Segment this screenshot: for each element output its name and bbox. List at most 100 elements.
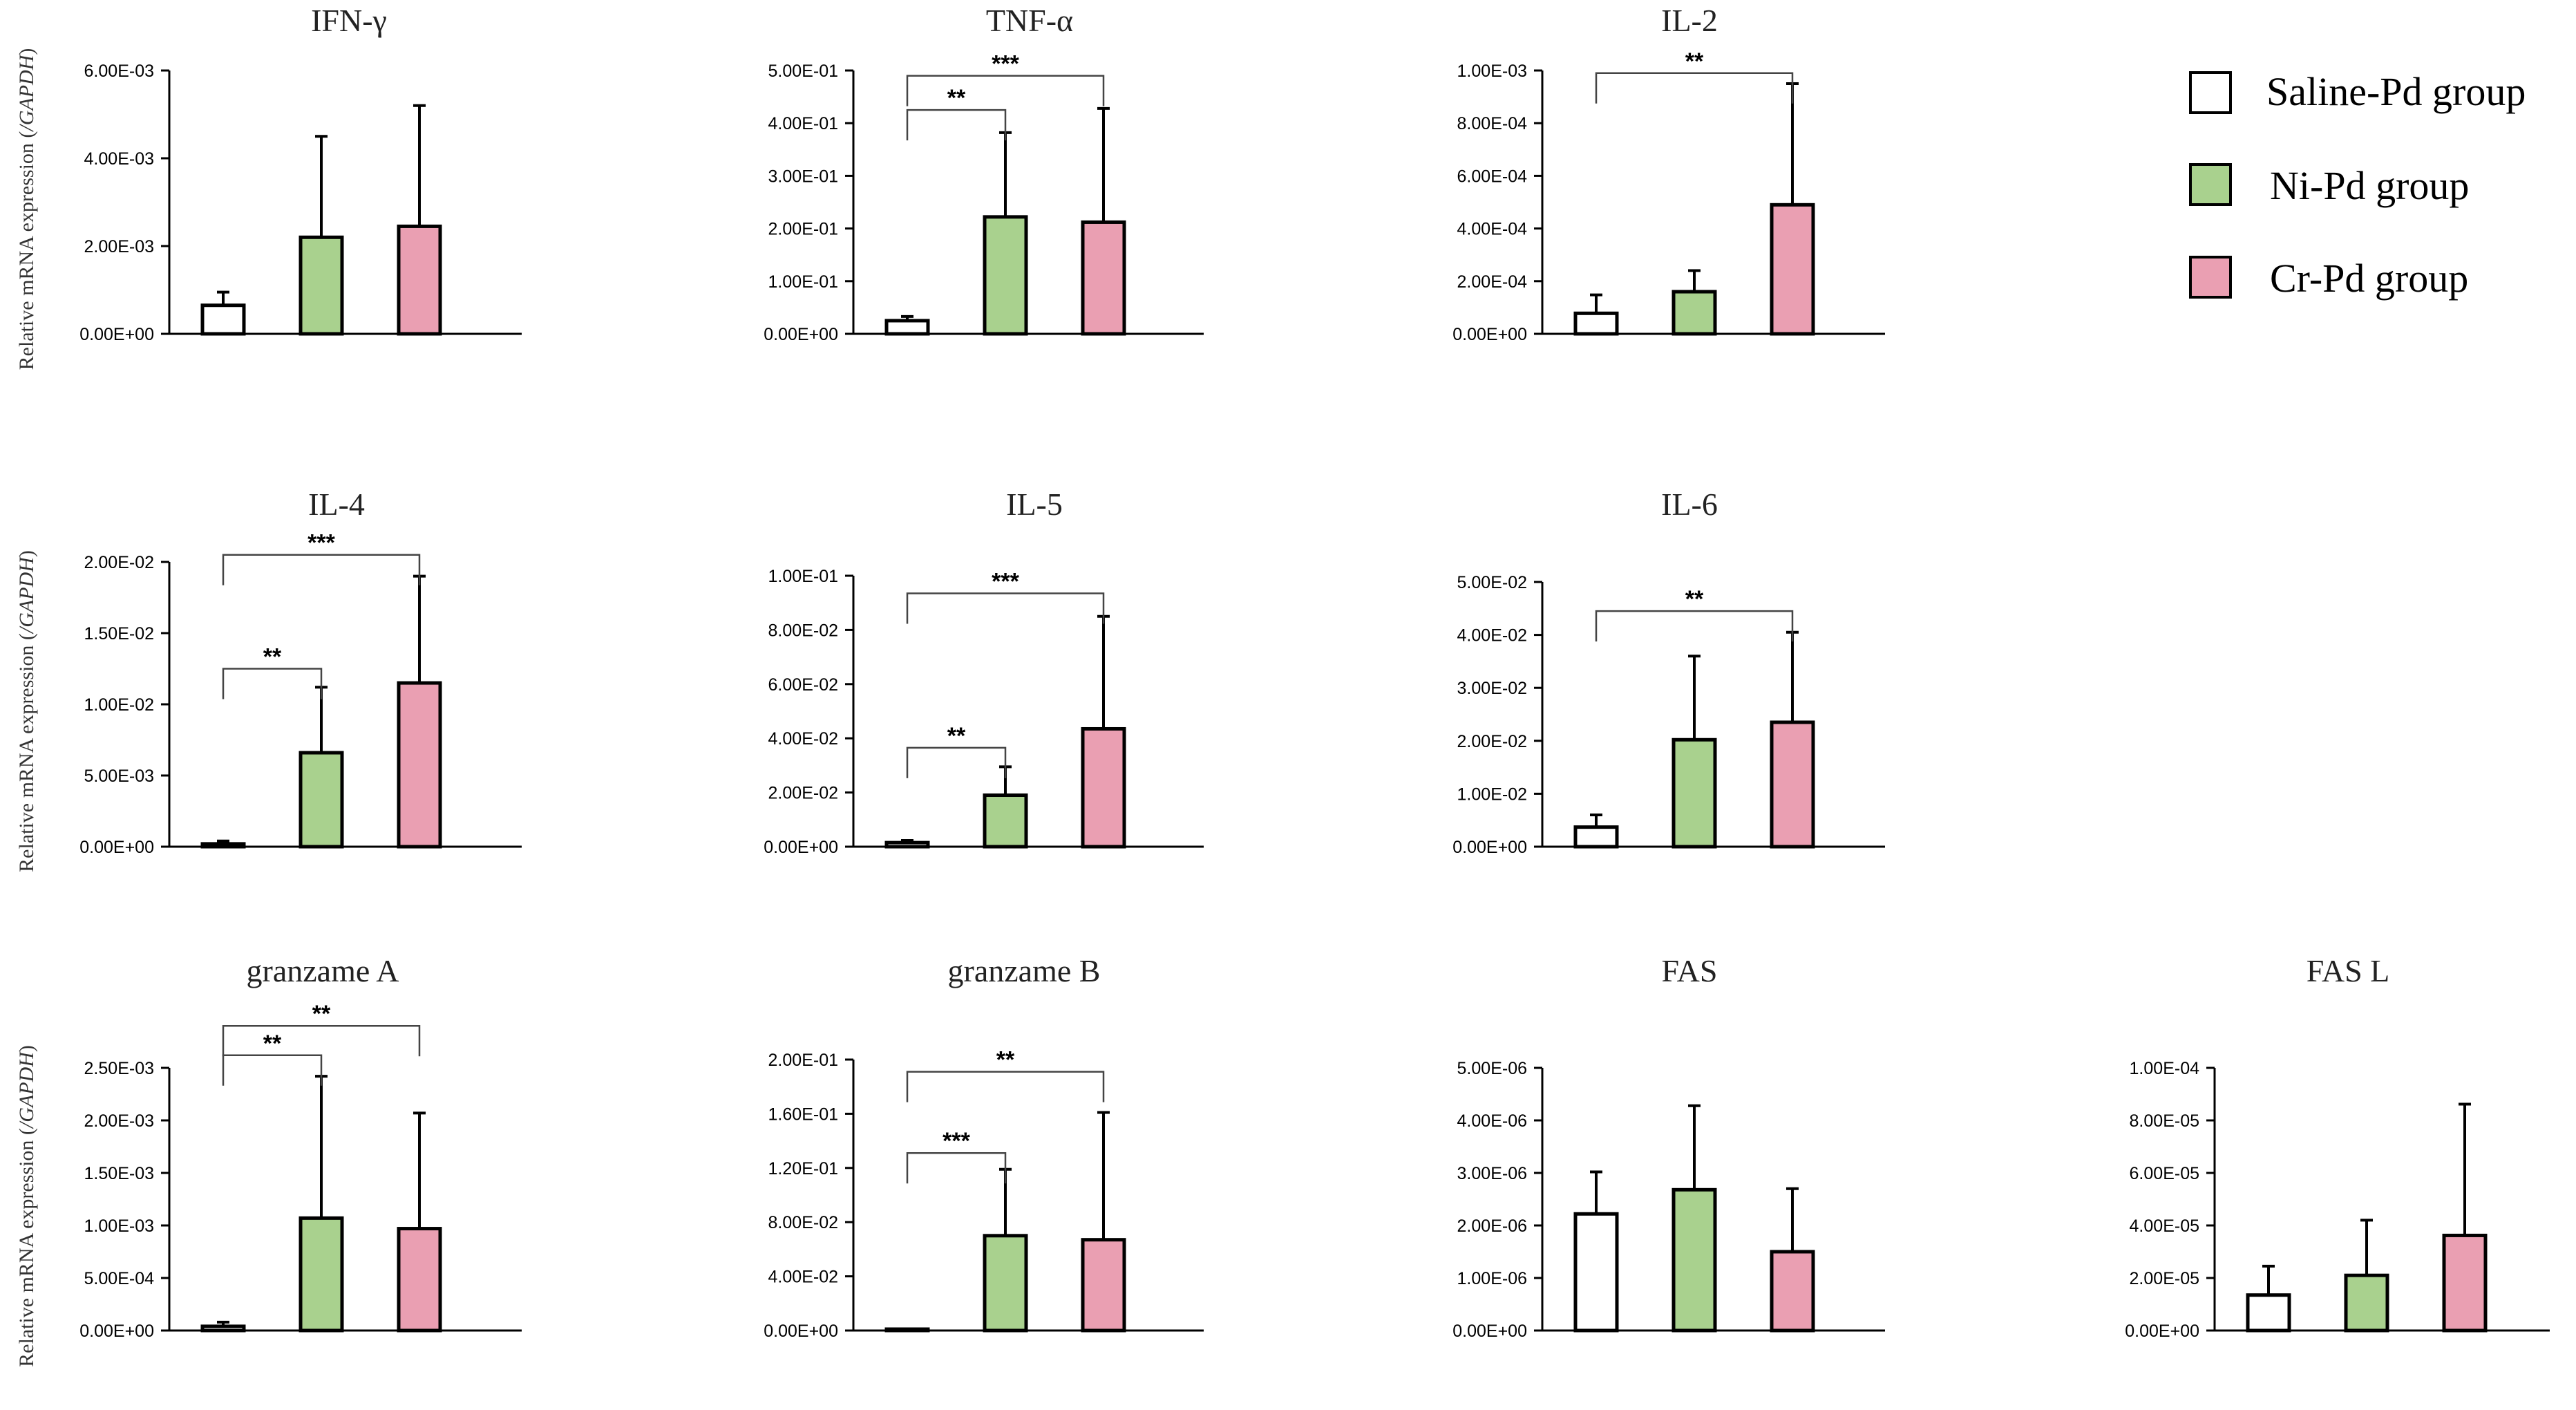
legend-label-saline: Saline-Pd group: [2266, 69, 2526, 114]
y-axis-label: Relative mRNA expression (/GAPDH): [15, 550, 38, 872]
bar-saline: [884, 319, 930, 336]
y-tick-label: 2.00E-05: [2130, 1269, 2199, 1288]
bar-ni: [983, 215, 1028, 336]
y-tick-label: 1.00E-03: [1457, 62, 1527, 81]
bar-saline: [200, 1324, 246, 1333]
y-tick-label: 5.00E-06: [1457, 1059, 1527, 1078]
bar-saline: [200, 303, 246, 336]
y-axis-label-part: Relative mRNA expression (: [15, 1128, 38, 1367]
significance-bracket: [906, 1071, 1105, 1102]
bar-ni: [2344, 1273, 2389, 1333]
y-tick-label: 4.00E-03: [84, 149, 154, 169]
chart-title: IL-6: [1661, 487, 1718, 522]
y-tick-label: 6.00E-05: [2130, 1164, 2199, 1183]
y-tick-label: 3.00E-06: [1457, 1164, 1527, 1183]
bar-cr: [1081, 1238, 1126, 1333]
bar-saline: [1573, 1212, 1619, 1333]
bar-ni: [1671, 737, 1717, 849]
legend-item-saline: Saline-Pd group: [2189, 69, 2526, 114]
y-axis-label-part: /GAPDH: [15, 53, 38, 132]
significance-bracket: [222, 1024, 421, 1057]
y-tick-label: 2.00E-03: [84, 1111, 154, 1131]
chart-panel: FAS 0.00E+00 1.00E-06 2.00E-06 3.00E-06 4.00E…: [1452, 953, 1885, 1341]
significance-bracket: [1595, 72, 1794, 104]
chart-panel: IFN-γ Relative mRNA expression (/GAPDH) 0.…: [15, 3, 522, 370]
y-tick-label: 0.00E+00: [764, 325, 838, 344]
bar-ni: [299, 235, 344, 336]
y-tick-label: 5.00E-02: [1457, 573, 1527, 592]
significance-label: ***: [992, 568, 1019, 594]
y-axis-label: Relative mRNA expression (/GAPDH): [15, 48, 38, 370]
significance-bracket: [906, 109, 1007, 141]
legend-swatch-saline: [2189, 71, 2232, 114]
y-tick-label: 3.00E-01: [768, 167, 838, 186]
y-axis-label-part: /GAPDH: [15, 1051, 38, 1129]
y-tick-label: 1.00E-01: [768, 272, 838, 292]
significance-label: ***: [992, 51, 1019, 77]
chart-title: granzame A: [247, 953, 399, 988]
bar-cr: [397, 681, 442, 849]
chart-panel: IL-6 0.00E+00 1.00E-02 2.00E-02 3.00E-02 4.00…: [1452, 487, 1885, 857]
bar-cr: [2442, 1233, 2488, 1333]
bar-ni: [1671, 290, 1717, 336]
chart-panel: IL-5 0.00E+00 2.00E-02 4.00E-02 6.00E-02 8.00…: [764, 487, 1204, 857]
legend-swatch-ni: [2189, 163, 2232, 206]
y-tick-label: 1.00E-02: [84, 695, 154, 715]
y-tick-label: 2.00E-03: [84, 237, 154, 256]
chart-title: IL-5: [1006, 487, 1063, 522]
y-tick-label: 4.00E-01: [768, 114, 838, 133]
y-tick-label: 0.00E+00: [79, 325, 154, 344]
y-tick-label: 4.00E-02: [1457, 626, 1527, 646]
legend-label-ni: Ni-Pd group: [2270, 163, 2469, 208]
legend: Saline-Pd group Ni-Pd group Cr-Pd group: [2189, 69, 2526, 301]
y-tick-label: 1.20E-01: [768, 1159, 838, 1178]
bar-cr: [1081, 220, 1126, 336]
significance-label: **: [1685, 48, 1704, 75]
y-axis-label-part: /GAPDH: [15, 556, 38, 634]
significance-label: **: [1685, 586, 1704, 612]
significance-label: **: [947, 723, 966, 749]
bar-ni: [983, 1234, 1028, 1333]
legend-item-ni: Ni-Pd group: [2189, 163, 2469, 208]
significance-label: **: [996, 1047, 1015, 1073]
y-tick-label: 4.00E-04: [1457, 220, 1528, 239]
y-tick-label: 2.00E-02: [1457, 732, 1527, 751]
y-tick-label: 4.00E-05: [2130, 1216, 2199, 1236]
y-tick-label: 4.00E-06: [1457, 1111, 1527, 1131]
y-tick-label: 6.00E-02: [768, 675, 838, 695]
chart-title: FAS: [1662, 953, 1718, 988]
bar-saline: [1573, 825, 1619, 849]
chart-title: IL-2: [1661, 3, 1718, 38]
y-tick-label: 1.00E-01: [768, 567, 838, 586]
y-tick-label: 0.00E+00: [1452, 838, 1527, 857]
y-tick-label: 4.00E-02: [768, 1268, 838, 1287]
chart-panel: TNF-α 0.00E+00 1.00E-01 2.00E-01 3.00E-01 4.0…: [764, 3, 1204, 344]
significance-label: **: [312, 1001, 331, 1027]
y-axis-label-part: ): [15, 550, 38, 557]
y-tick-label: 6.00E-04: [1457, 167, 1528, 186]
y-tick-label: 0.00E+00: [1452, 1322, 1527, 1341]
chart-panel: FAS L 0.00E+00 2.00E-05 4.00E-05 6.00E-05 8.0…: [2125, 953, 2550, 1341]
bar-cr: [397, 224, 442, 336]
y-tick-label: 2.00E-06: [1457, 1216, 1527, 1236]
chart-title: granzame B: [948, 953, 1101, 988]
legend-swatch-cr: [2189, 256, 2232, 299]
bar-saline: [2246, 1293, 2291, 1333]
chart-title: TNF-α: [986, 3, 1073, 38]
significance-bracket: [906, 75, 1105, 106]
y-axis-label-part: Relative mRNA expression (: [15, 131, 38, 370]
y-tick-label: 2.00E-01: [768, 220, 838, 239]
bar-saline: [200, 842, 246, 849]
legend-item-cr: Cr-Pd group: [2189, 256, 2468, 301]
bar-cr: [1081, 726, 1126, 849]
y-tick-label: 2.00E-02: [84, 553, 154, 572]
y-tick-label: 5.00E-03: [84, 767, 154, 786]
bar-saline: [884, 840, 930, 849]
chart-title: FAS L: [2307, 953, 2390, 988]
y-tick-label: 8.00E-02: [768, 621, 838, 640]
chart-title: IL-4: [308, 487, 365, 522]
bar-ni: [299, 751, 344, 849]
y-tick-label: 0.00E+00: [764, 838, 838, 857]
bar-ni: [299, 1216, 344, 1333]
bar-saline: [1573, 311, 1619, 336]
